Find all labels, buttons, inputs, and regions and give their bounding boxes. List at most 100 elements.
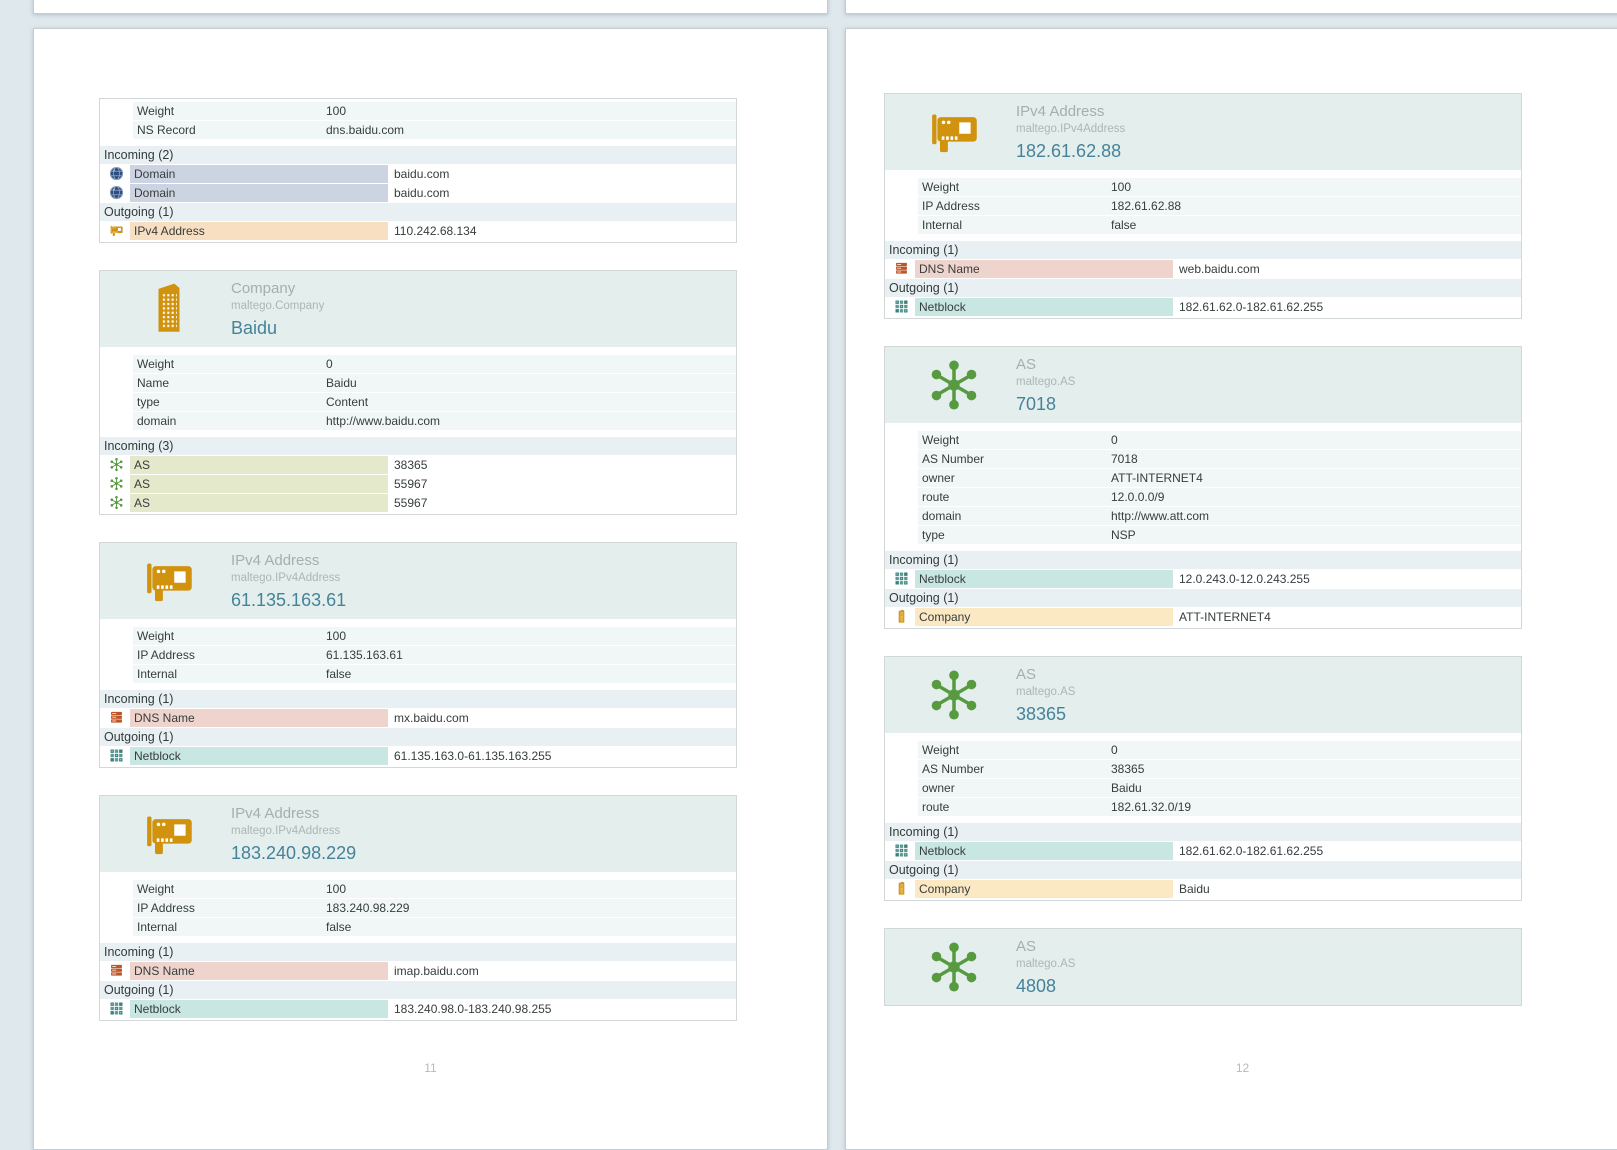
- entity-card-header: IPv4 Address maltego.IPv4Address 61.135.16…: [100, 543, 736, 619]
- entity-type-class: maltego.IPv4Address: [1016, 123, 1126, 136]
- entity-header-text: AS maltego.AS 38365: [1016, 667, 1075, 723]
- property-value: 100: [326, 104, 347, 118]
- entity-type-class: maltego.Company: [231, 300, 325, 313]
- property-label: AS Number: [922, 762, 985, 776]
- network-card-icon: [926, 104, 982, 160]
- property-row: Weight 0: [133, 355, 736, 373]
- link-value: 61.135.163.0-61.135.163.255: [394, 749, 552, 763]
- property-row: NS Record dns.baidu.com: [133, 121, 736, 139]
- property-row: route 182.61.32.0/19: [918, 798, 1521, 816]
- link-section-header: Outgoing (1): [885, 861, 1521, 879]
- link-value: 38365: [394, 458, 428, 472]
- property-row: domain http://www.baidu.com: [133, 412, 736, 430]
- property-row: route 12.0.0.0/9: [918, 488, 1521, 506]
- properties-table: Weight 0 AS Number 7018 owner ATT-INTERNET4 ro…: [918, 431, 1521, 544]
- entity-type-class: maltego.AS: [1016, 686, 1076, 699]
- as-node-icon: [926, 667, 982, 723]
- link-row: DNS Name web.baidu.com: [885, 260, 1521, 278]
- link-type-label: Netblock: [915, 842, 1173, 860]
- report-page-left: Weight 100 NS Record dns.baidu.com Incoming …: [33, 28, 828, 1150]
- link-type-label: AS: [130, 456, 388, 474]
- property-label: Weight: [137, 629, 175, 643]
- link-row: Netblock 12.0.243.0-12.0.243.255: [885, 570, 1521, 588]
- page-content: IPv4 Address maltego.IPv4Address 182.61.62…: [846, 29, 1617, 1006]
- property-value: 0: [326, 357, 333, 371]
- entity-type-label: AS: [1016, 938, 1037, 956]
- property-row: IP Address 61.135.163.61: [133, 646, 736, 664]
- property-value: Baidu: [326, 376, 357, 390]
- link-row: AS 55967: [100, 494, 736, 512]
- dns-server-icon: [109, 963, 124, 978]
- link-row: Netblock 182.61.62.0-182.61.62.255: [885, 298, 1521, 316]
- property-row: owner Baidu: [918, 779, 1521, 797]
- entity-value: Baidu: [231, 317, 278, 338]
- company-building-icon: [894, 609, 909, 624]
- link-value: 55967: [394, 496, 428, 510]
- property-label: NS Record: [137, 123, 196, 137]
- property-label: Weight: [922, 433, 960, 447]
- entity-card: IPv4 Address maltego.IPv4Address 61.135.16…: [99, 542, 737, 768]
- report-page-right: IPv4 Address maltego.IPv4Address 182.61.62…: [845, 28, 1617, 1150]
- entity-card-header: IPv4 Address maltego.IPv4Address 182.61.62…: [885, 94, 1521, 170]
- netblock-grid-icon: [894, 843, 909, 858]
- link-row: DNS Name imap.baidu.com: [100, 962, 736, 980]
- property-row: AS Number 38365: [918, 760, 1521, 778]
- property-value: 12.0.0.0/9: [1111, 490, 1165, 504]
- property-value: 100: [1111, 180, 1132, 194]
- property-label: type: [137, 395, 160, 409]
- entity-card: IPv4 Address maltego.IPv4Address 183.240.9…: [99, 795, 737, 1021]
- as-node-icon: [109, 495, 124, 510]
- property-label: Weight: [137, 104, 175, 118]
- link-type-label: Netblock: [130, 747, 388, 765]
- as-node-icon: [109, 457, 124, 472]
- link-section-header: Outgoing (1): [100, 981, 736, 999]
- link-row: Netblock 61.135.163.0-61.135.163.255: [100, 747, 736, 765]
- as-node-icon: [926, 939, 982, 995]
- as-node-icon: [109, 476, 124, 491]
- property-row: type NSP: [918, 526, 1521, 544]
- entity-type-class: maltego.IPv4Address: [231, 825, 341, 838]
- property-label: IP Address: [137, 648, 195, 662]
- link-value: 182.61.62.0-182.61.62.255: [1179, 844, 1324, 858]
- link-section-header: Incoming (1): [100, 943, 736, 961]
- entity-header-text: Company maltego.Company Baidu: [231, 281, 324, 337]
- domain-globe-icon: [109, 166, 124, 181]
- entity-card: AS maltego.AS 4808: [884, 928, 1522, 1006]
- property-value: 182.61.62.88: [1111, 199, 1182, 213]
- entity-header-text: IPv4 Address maltego.IPv4Address 183.240.9…: [231, 806, 356, 862]
- entity-value: 183.240.98.229: [231, 842, 357, 863]
- link-value: web.baidu.com: [1179, 262, 1260, 276]
- network-card-icon: [141, 553, 197, 609]
- property-value: 0: [1111, 743, 1118, 757]
- entity-card: Company maltego.Company Baidu Weight 0 Name Ba…: [99, 270, 737, 515]
- link-value: baidu.com: [394, 167, 450, 181]
- entity-type-label: Company: [231, 280, 296, 298]
- entity-type-class: maltego.IPv4Address: [231, 572, 341, 585]
- link-section-header: Incoming (1): [100, 690, 736, 708]
- properties-table: Weight 100 NS Record dns.baidu.com: [133, 102, 736, 139]
- properties-table: Weight 0 AS Number 38365 owner Baidu route 182.…: [918, 741, 1521, 816]
- properties-table: Weight 0 Name Baidu type Content domain http://…: [133, 355, 736, 430]
- property-value: 100: [326, 882, 347, 896]
- network-card-icon: [109, 223, 124, 238]
- property-label: owner: [922, 781, 955, 795]
- property-label: domain: [137, 414, 177, 428]
- property-value: ATT-INTERNET4: [1111, 471, 1203, 485]
- property-label: domain: [922, 509, 962, 523]
- entity-value: 61.135.163.61: [231, 589, 347, 610]
- property-value: 0: [1111, 433, 1118, 447]
- link-row: IPv4 Address 110.242.68.134: [100, 222, 736, 240]
- entity-value: 4808: [1016, 975, 1057, 996]
- property-label: AS Number: [922, 452, 985, 466]
- company-building-icon: [141, 281, 197, 337]
- property-row: Weight 100: [133, 627, 736, 645]
- link-section-header: Outgoing (1): [885, 589, 1521, 607]
- entity-card-header: AS maltego.AS 7018: [885, 347, 1521, 423]
- as-node-icon: [926, 357, 982, 413]
- property-row: Name Baidu: [133, 374, 736, 392]
- link-type-label: Netblock: [915, 298, 1173, 316]
- link-value: 183.240.98.0-183.240.98.255: [394, 1002, 552, 1016]
- entity-card-header: AS maltego.AS 4808: [885, 929, 1521, 1005]
- property-row: AS Number 7018: [918, 450, 1521, 468]
- property-row: IP Address 182.61.62.88: [918, 197, 1521, 215]
